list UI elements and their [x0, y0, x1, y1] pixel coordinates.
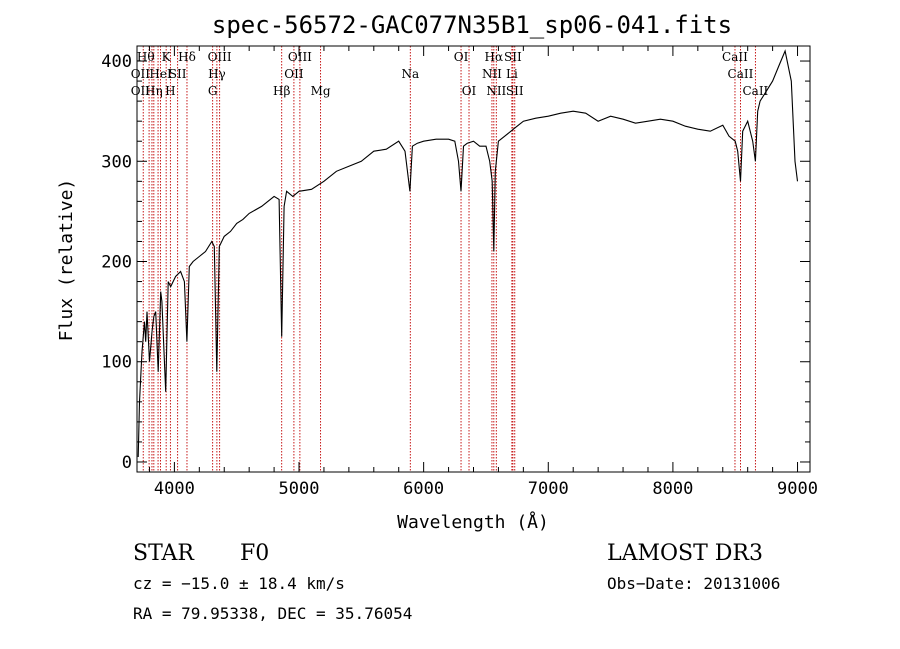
y-axis-label: Flux (relative) [56, 179, 77, 342]
x-tick-label: 9000 [777, 479, 818, 499]
line-label: HeI [149, 67, 172, 81]
y-tick-label: 200 [101, 253, 132, 273]
line-label: CaII [742, 84, 768, 98]
line-label: Hδ [178, 50, 196, 64]
line-label: SII [504, 50, 522, 64]
line-label: Hθ [137, 50, 155, 64]
line-label: OII [284, 67, 304, 81]
line-label: Li [506, 67, 518, 81]
x-tick-label: 8000 [652, 479, 693, 499]
redshift-readout: cz = −15.0 ± 18.4 km/s [133, 574, 345, 593]
x-tick-label: 5000 [279, 479, 320, 499]
line-label: SII [506, 84, 524, 98]
spectrum-line [137, 49, 799, 458]
line-label: G [208, 84, 218, 98]
line-label: SII [169, 67, 187, 81]
line-label: OII [131, 67, 151, 81]
x-tick-label: 4000 [154, 479, 195, 499]
line-label: OI [454, 50, 469, 64]
object-subclass: F0 [240, 541, 269, 566]
line-label: Hγ [208, 67, 226, 81]
x-tick-label: 7000 [528, 479, 569, 499]
line-label: Hβ [273, 84, 290, 98]
object-class: STAR [133, 541, 195, 566]
line-label: CaII [728, 67, 754, 81]
line-label: OIII [288, 50, 312, 64]
line-label: K [162, 50, 172, 64]
x-axis-label: Wavelength (Å) [397, 511, 549, 533]
survey-name: LAMOST DR3 [607, 541, 763, 566]
y-tick-label: 300 [101, 152, 132, 172]
line-label: CaII [722, 50, 748, 64]
line-markers [142, 46, 756, 472]
line-label: NII [486, 84, 506, 98]
y-axis-ticks: 0 100 200 300 400 [101, 52, 810, 473]
plot-frame [136, 45, 811, 473]
observation-date: Obs−Date: 20131006 [607, 574, 780, 593]
chart-title: spec-56572-GAC077N35B1_sp06-041.fits [212, 11, 732, 39]
x-axis-ticks: 4000 5000 6000 7000 8000 9000 [148, 46, 818, 499]
line-label: OII [131, 84, 151, 98]
coordinates-readout: RA = 79.95338, DEC = 35.76054 [133, 604, 412, 623]
line-label: OIII [208, 50, 232, 64]
line-label: OI [462, 84, 477, 98]
y-tick-label: 100 [101, 353, 132, 373]
line-label: Hη [145, 84, 163, 98]
y-tick-label: 400 [101, 52, 132, 72]
y-tick-label: 0 [122, 453, 132, 473]
line-label: Hα [485, 50, 504, 64]
line-label: Na [401, 67, 419, 81]
x-tick-label: 6000 [403, 479, 444, 499]
line-label: Mg [311, 84, 331, 98]
line-label: NII [482, 67, 502, 81]
line-label: H [165, 84, 175, 98]
